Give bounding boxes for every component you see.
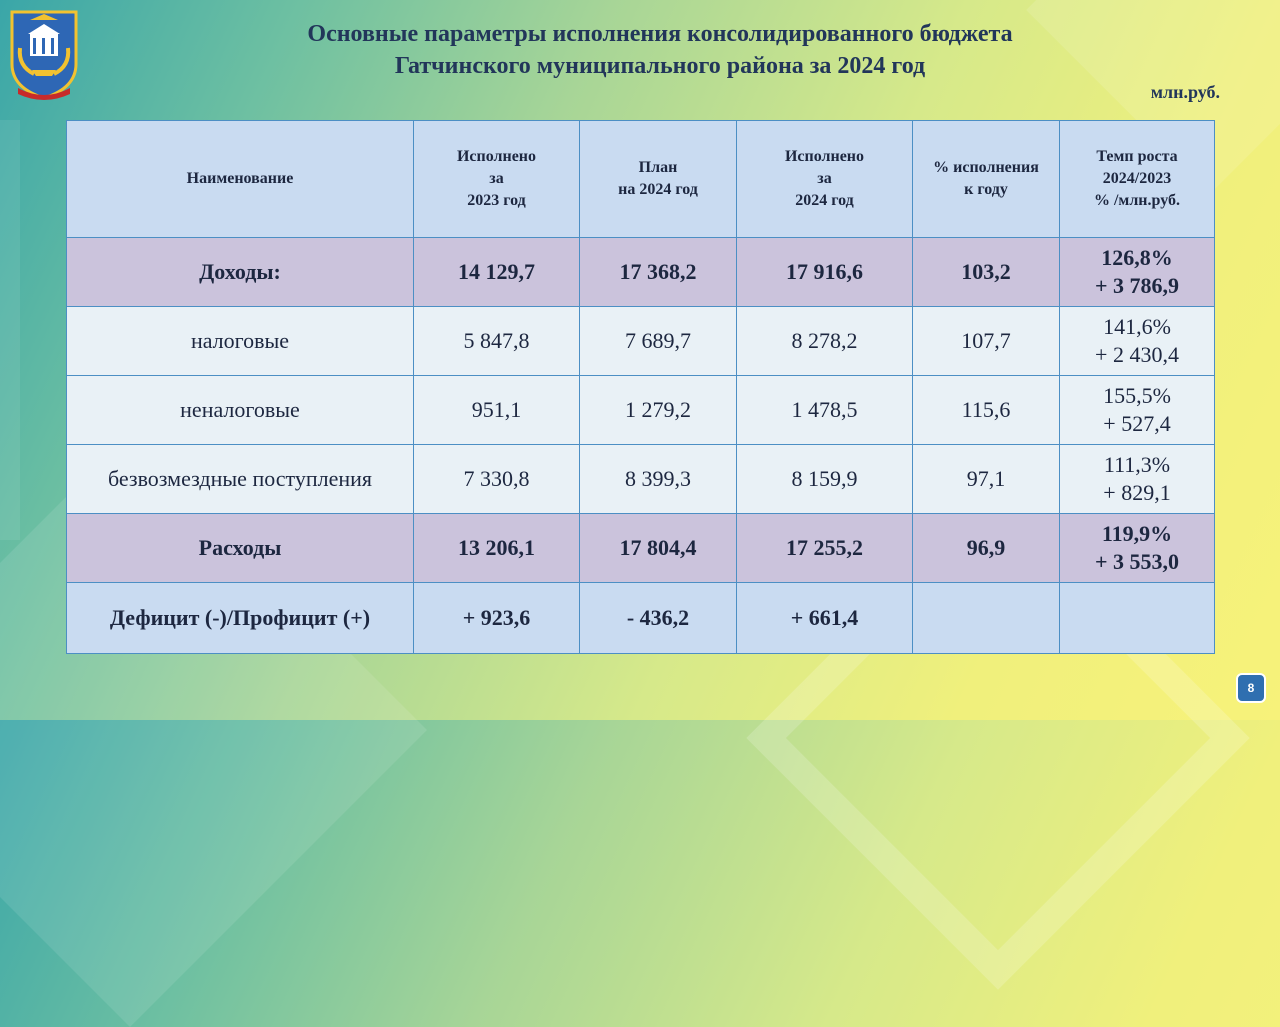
value-2023: + 923,6 — [413, 582, 580, 654]
row-name: неналоговые — [66, 375, 414, 445]
budget-table: Наименование Исполнено за 2023 год План … — [66, 120, 1215, 654]
value-plan-2024: 17 368,2 — [579, 237, 737, 307]
value-2023: 13 206,1 — [413, 513, 580, 583]
value-plan-2024: - 436,2 — [579, 582, 737, 654]
value-2024: 1 478,5 — [736, 375, 913, 445]
value-plan-2024: 1 279,2 — [579, 375, 737, 445]
value-percent: 103,2 — [912, 237, 1060, 307]
value-growth: 119,9% + 3 553,0 — [1059, 513, 1215, 583]
page-number-badge: 8 — [1236, 673, 1266, 703]
value-percent: 107,7 — [912, 306, 1060, 376]
page-title: Основные параметры исполнения консолидир… — [150, 18, 1170, 82]
row-name: налоговые — [66, 306, 414, 376]
column-header-execution-percent: % исполнения к году — [912, 120, 1060, 238]
value-2023: 7 330,8 — [413, 444, 580, 514]
value-percent: 97,1 — [912, 444, 1060, 514]
coat-of-arms-emblem — [10, 10, 78, 100]
value-plan-2024: 8 399,3 — [579, 444, 737, 514]
value-growth: 155,5% + 527,4 — [1059, 375, 1215, 445]
value-plan-2024: 17 804,4 — [579, 513, 737, 583]
value-2024: 8 159,9 — [736, 444, 913, 514]
units-label: млн.руб. — [1150, 82, 1220, 102]
table-row-income: Доходы: 14 129,7 17 368,2 17 916,6 103,2… — [66, 237, 1215, 307]
value-percent — [912, 582, 1060, 654]
value-2024: 17 255,2 — [736, 513, 913, 583]
row-name: Дефицит (-)/Профицит (+) — [66, 582, 414, 654]
value-growth — [1059, 582, 1215, 654]
background-decoration — [0, 120, 20, 540]
title-line-1: Основные параметры исполнения консолидир… — [307, 21, 1013, 47]
value-2023: 951,1 — [413, 375, 580, 445]
column-header-plan-2024: План на 2024 год — [579, 120, 737, 238]
value-2023: 5 847,8 — [413, 306, 580, 376]
row-name: безвозмездные поступления — [66, 444, 414, 514]
row-name: Расходы — [66, 513, 414, 583]
value-growth: 141,6% + 2 430,4 — [1059, 306, 1215, 376]
value-2024: 8 278,2 — [736, 306, 913, 376]
column-header-growth-rate: Темп роста 2024/2023 % /млн.руб. — [1059, 120, 1215, 238]
table-header-row: Наименование Исполнено за 2023 год План … — [66, 120, 1215, 238]
value-percent: 96,9 — [912, 513, 1060, 583]
title-line-2: Гатчинского муниципального района за 202… — [394, 53, 926, 79]
table-row-gratuitous-receipts: безвозмездные поступления 7 330,8 8 399,… — [66, 444, 1215, 514]
value-2024: + 661,4 — [736, 582, 913, 654]
value-plan-2024: 7 689,7 — [579, 306, 737, 376]
table-row-deficit-surplus: Дефицит (-)/Профицит (+) + 923,6 - 436,2… — [66, 582, 1215, 654]
column-header-name: Наименование — [66, 120, 414, 238]
value-percent: 115,6 — [912, 375, 1060, 445]
table-row-expenses: Расходы 13 206,1 17 804,4 17 255,2 96,9 … — [66, 513, 1215, 583]
value-2024: 17 916,6 — [736, 237, 913, 307]
table-row-tax: налоговые 5 847,8 7 689,7 8 278,2 107,7 … — [66, 306, 1215, 376]
value-growth: 111,3% + 829,1 — [1059, 444, 1215, 514]
value-growth: 126,8% + 3 786,9 — [1059, 237, 1215, 307]
value-2023: 14 129,7 — [413, 237, 580, 307]
column-header-executed-2023: Исполнено за 2023 год — [413, 120, 580, 238]
row-name: Доходы: — [66, 237, 414, 307]
column-header-executed-2024: Исполнено за 2024 год — [736, 120, 913, 238]
table-row-non-tax: неналоговые 951,1 1 279,2 1 478,5 115,6 … — [66, 375, 1215, 445]
